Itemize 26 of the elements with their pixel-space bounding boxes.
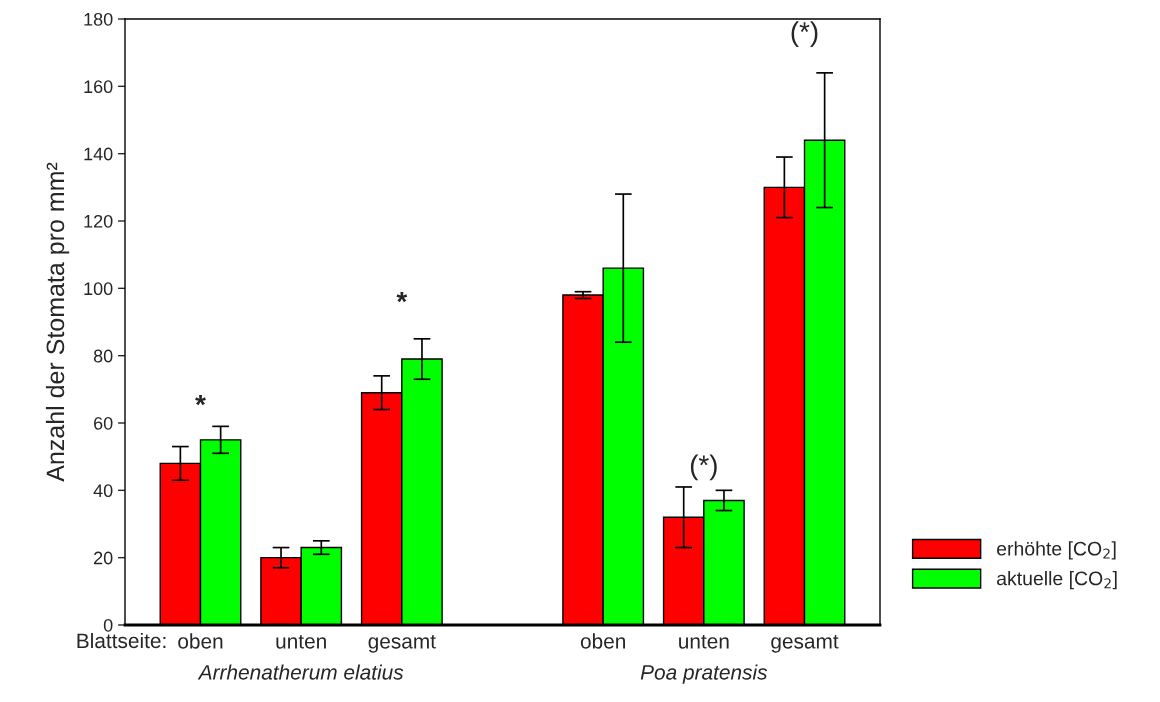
annotation: *: [396, 291, 408, 303]
x-tick-label: gesamt: [771, 634, 839, 653]
legend-label: aktuelle [CO$_{2}$]: [997, 571, 1117, 590]
y-tick-label: 60: [94, 416, 113, 430]
x-tick-label: gesamt: [368, 634, 436, 653]
annotation: (*): [690, 454, 717, 481]
x-tick-label: oben: [178, 633, 223, 649]
x-tick-label: oben: [580, 633, 625, 649]
y-tick-label: 0: [103, 618, 113, 632]
text: Poa pratensis: [640, 664, 768, 684]
x-tick-label: unten: [679, 634, 729, 649]
y-tick-label: 120: [84, 214, 113, 228]
text: Blattseite:: [77, 632, 166, 649]
legend-label: erhöhte [CO$_{2}$]: [997, 541, 1116, 560]
y-tick-label: 160: [84, 80, 113, 94]
annotation: *: [195, 394, 206, 406]
y-axis-title: Anzahl der Stomata pro mm²: [45, 162, 70, 482]
y-tick-label: 80: [93, 349, 113, 363]
x-tick-label: unten: [276, 634, 326, 649]
annotation: (*): [791, 21, 818, 48]
y-tick-label: 140: [84, 147, 113, 161]
y-tick-label: 20: [94, 551, 113, 565]
y-tick-label: 40: [93, 484, 113, 498]
text: Arrhenatherum elatius: [197, 664, 404, 680]
y-tick-label: 180: [84, 12, 113, 26]
y-tick-label: 100: [84, 282, 113, 296]
